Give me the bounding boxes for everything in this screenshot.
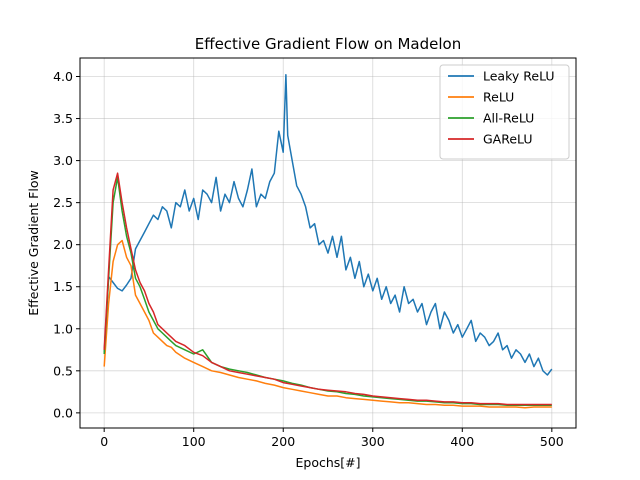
x-tick-label: 300 [361, 434, 385, 449]
axes-ticks: 0 100 200 300 400 500 0.0 0.5 1.0 1.5 2.0 2.5 3.0 3.5… [53, 69, 564, 449]
legend-box [439, 64, 570, 160]
y-tick-label: 2.0 [53, 237, 73, 252]
legend-label-relu: ReLU [483, 90, 514, 105]
y-tick-label: 3.5 [53, 111, 73, 126]
x-tick-label: 500 [540, 434, 564, 449]
y-tick-label: 0.0 [53, 405, 73, 420]
series-group [103, 74, 553, 409]
legend-label-leaky-relu: Leaky ReLU [483, 69, 555, 84]
series-line-all-relu [103, 176, 552, 407]
y-tick-label: 1.0 [53, 321, 73, 336]
y-tick-label: 4.0 [53, 69, 73, 84]
legend-label-garelu: GAReLU [483, 132, 533, 147]
plot-frame [79, 57, 577, 429]
y-tick-label: 1.5 [53, 279, 73, 294]
series-line-relu [103, 239, 552, 409]
y-axis-title: Effective Gradient Flow [26, 170, 41, 315]
x-tick-label: 400 [450, 434, 474, 449]
chart-title: Effective Gradient Flow on Madelon [195, 35, 461, 53]
x-tick-label: 200 [271, 434, 295, 449]
legend: Leaky ReLU ReLU All-ReLU GAReLU [439, 64, 570, 160]
x-tick-label: 100 [182, 434, 206, 449]
legend-label-all-relu: All-ReLU [483, 111, 534, 126]
y-tick-label: 3.0 [53, 153, 73, 168]
series-line-leaky-relu [103, 74, 553, 376]
x-axis-title: Epochs[#] [295, 455, 360, 470]
y-tick-label: 2.5 [53, 195, 73, 210]
series-line-garelu [103, 172, 552, 406]
y-tick-label: 0.5 [53, 363, 73, 378]
x-tick-label: 0 [100, 434, 108, 449]
